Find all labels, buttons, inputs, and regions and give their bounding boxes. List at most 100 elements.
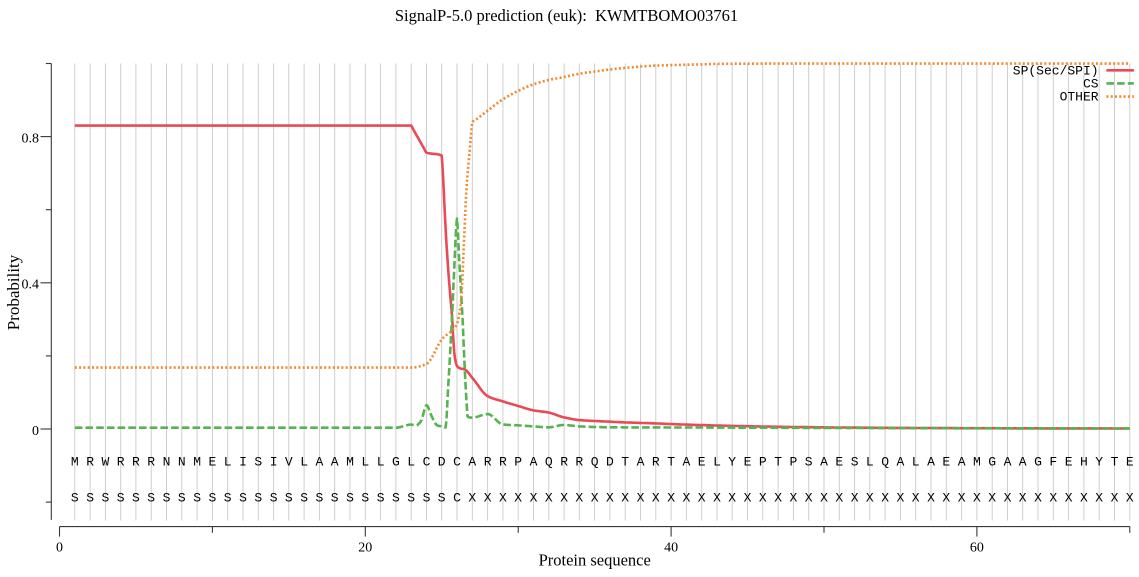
svg-text:X: X (621, 491, 629, 506)
svg-text:S: S (346, 491, 354, 506)
svg-text:X: X (942, 491, 950, 506)
svg-text:X: X (866, 491, 874, 506)
svg-text:S: S (71, 491, 79, 506)
svg-text:X: X (728, 491, 736, 506)
svg-text:N: N (178, 455, 186, 470)
svg-text:E: E (744, 455, 752, 470)
svg-text:A: A (1019, 455, 1027, 470)
svg-text:I: I (239, 455, 247, 470)
svg-text:X: X (789, 491, 797, 506)
svg-text:E: E (698, 455, 706, 470)
svg-text:S: S (361, 491, 369, 506)
svg-text:S: S (254, 491, 262, 506)
svg-text:E: E (835, 455, 843, 470)
svg-text:S: S (805, 455, 813, 470)
svg-text:X: X (667, 491, 675, 506)
svg-text:S: S (117, 491, 125, 506)
svg-text:Q: Q (545, 455, 553, 470)
svg-text:Protein sequence: Protein sequence (539, 551, 651, 570)
svg-text:X: X (698, 491, 706, 506)
svg-text:X: X (744, 491, 752, 506)
svg-text:Y: Y (728, 455, 736, 470)
svg-text:S: S (178, 491, 186, 506)
svg-text:A: A (896, 455, 904, 470)
svg-text:X: X (958, 491, 966, 506)
svg-text:R: R (652, 455, 660, 470)
svg-text:L: L (713, 455, 721, 470)
svg-text:X: X (988, 491, 996, 506)
svg-text:S: S (208, 491, 216, 506)
svg-text:X: X (591, 491, 599, 506)
svg-text:H: H (1080, 455, 1088, 470)
svg-text:G: G (1034, 455, 1042, 470)
svg-text:S: S (407, 491, 415, 506)
svg-text:S: S (285, 491, 293, 506)
svg-text:0.8: 0.8 (22, 131, 40, 146)
svg-text:C: C (453, 455, 461, 470)
svg-text:0.4: 0.4 (22, 278, 40, 293)
svg-text:X: X (499, 491, 507, 506)
svg-text:X: X (835, 491, 843, 506)
svg-text:Q: Q (591, 455, 599, 470)
svg-text:SignalP-5.0 prediction (euk):: SignalP-5.0 prediction (euk): KWMTBOMO03… (395, 6, 738, 25)
svg-text:T: T (621, 455, 629, 470)
svg-text:X: X (1080, 491, 1088, 506)
svg-text:S: S (438, 491, 446, 506)
svg-text:V: V (285, 455, 293, 470)
svg-text:S: S (300, 491, 308, 506)
svg-text:E: E (208, 455, 216, 470)
svg-text:X: X (530, 491, 538, 506)
svg-text:T: T (1111, 455, 1119, 470)
svg-text:W: W (101, 455, 109, 470)
svg-text:X: X (1095, 491, 1103, 506)
svg-text:X: X (881, 491, 889, 506)
svg-text:R: R (86, 455, 94, 470)
svg-text:L: L (866, 455, 874, 470)
svg-text:20: 20 (358, 540, 372, 555)
svg-text:S: S (147, 491, 155, 506)
svg-text:L: L (377, 455, 385, 470)
svg-text:Probability: Probability (4, 254, 23, 330)
svg-text:X: X (545, 491, 553, 506)
svg-text:X: X (1004, 491, 1012, 506)
svg-text:S: S (331, 491, 339, 506)
svg-text:S: S (101, 491, 109, 506)
svg-text:R: R (117, 455, 125, 470)
svg-text:X: X (637, 491, 645, 506)
svg-text:A: A (331, 455, 339, 470)
svg-text:A: A (820, 455, 828, 470)
svg-text:L: L (224, 455, 232, 470)
svg-text:S: S (270, 491, 278, 506)
svg-text:L: L (361, 455, 369, 470)
svg-text:M: M (71, 455, 79, 470)
svg-text:X: X (851, 491, 859, 506)
svg-text:M: M (973, 455, 981, 470)
svg-text:S: S (163, 491, 171, 506)
svg-text:X: X (652, 491, 660, 506)
svg-text:40: 40 (664, 540, 678, 555)
svg-text:L: L (407, 455, 415, 470)
svg-text:M: M (193, 455, 201, 470)
svg-text:S: S (239, 491, 247, 506)
svg-text:X: X (560, 491, 568, 506)
svg-text:P: P (514, 455, 522, 470)
svg-text:F: F (1049, 455, 1057, 470)
svg-text:N: N (163, 455, 171, 470)
svg-text:Y: Y (1095, 455, 1103, 470)
svg-text:P: P (789, 455, 797, 470)
svg-text:C: C (423, 455, 431, 470)
svg-text:M: M (346, 455, 354, 470)
svg-text:X: X (774, 491, 782, 506)
svg-text:A: A (682, 455, 690, 470)
svg-text:R: R (560, 455, 568, 470)
svg-text:CS: CS (1083, 77, 1099, 92)
svg-text:A: A (468, 455, 476, 470)
svg-text:X: X (1019, 491, 1027, 506)
svg-text:E: E (942, 455, 950, 470)
svg-text:X: X (759, 491, 767, 506)
svg-text:A: A (530, 455, 538, 470)
svg-text:S: S (392, 491, 400, 506)
svg-text:S: S (315, 491, 323, 506)
svg-text:R: R (575, 455, 583, 470)
svg-text:S: S (423, 491, 431, 506)
